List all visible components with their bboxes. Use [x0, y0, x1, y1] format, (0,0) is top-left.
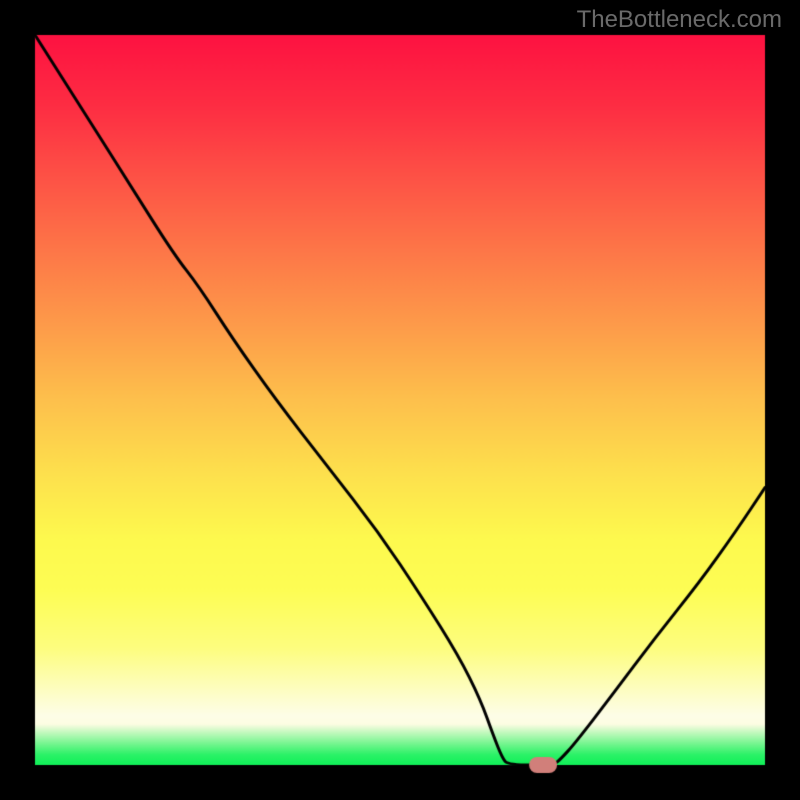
source-watermark: TheBottleneck.com: [577, 6, 782, 34]
bottleneck-curve-chart: [0, 0, 800, 800]
chart-container: TheBottleneck.com: [0, 0, 800, 800]
